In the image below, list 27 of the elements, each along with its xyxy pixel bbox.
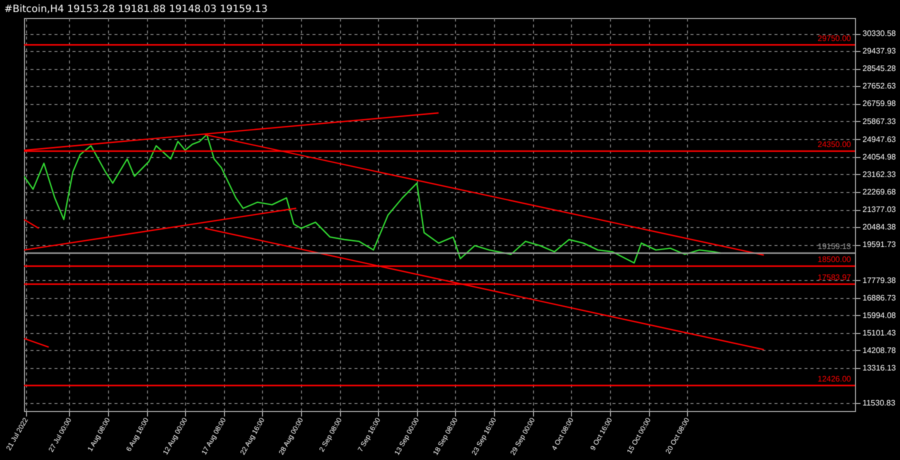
ref-line-label: 24350.00 <box>818 140 852 150</box>
y-tick-label: 22269.68 <box>862 187 896 196</box>
y-tick-label: 16886.73 <box>862 293 896 302</box>
y-tick-label: 24054.98 <box>862 152 896 162</box>
ref-line-label: 12426.00 <box>818 374 852 384</box>
y-tick-label: 29437.93 <box>862 46 896 56</box>
y-tick-label: 23162.33 <box>862 170 896 179</box>
y-tick-label: 20484.38 <box>862 222 896 232</box>
ref-line-label: 17583.97 <box>818 273 852 282</box>
ref-line-label: 18500.00 <box>818 255 852 264</box>
y-tick-label: 21377.03 <box>862 205 896 214</box>
y-tick-label: 30330.58 <box>862 29 896 38</box>
chart-title: #Bitcoin,H4 19153.28 19181.88 19148.03 19159.13 <box>4 4 268 15</box>
y-tick-label: 24947.63 <box>862 134 896 144</box>
y-tick-label: 15101.43 <box>862 328 896 338</box>
y-tick-label: 19591.73 <box>862 240 896 250</box>
ref-line-label: 19159.13 <box>818 242 852 252</box>
y-tick-label: 11530.83 <box>862 398 896 408</box>
y-tick-label: 25867.33 <box>862 116 896 126</box>
y-tick-label: 15994.08 <box>862 310 896 320</box>
y-tick-label: 27652.63 <box>862 82 896 91</box>
y-tick-label: 26759.98 <box>862 99 896 108</box>
y-tick-label: 28545.28 <box>862 64 896 74</box>
ref-line-label: 29750.00 <box>818 34 852 43</box>
y-tick-label: 13316.13 <box>862 364 896 373</box>
y-tick-label: 17779.38 <box>862 276 896 285</box>
y-tick-label: 14208.78 <box>862 346 896 355</box>
